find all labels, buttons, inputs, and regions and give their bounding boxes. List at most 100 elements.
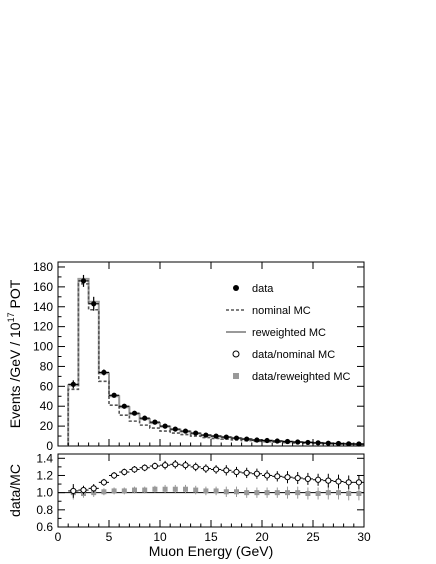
reweighted-ratio-point	[101, 489, 107, 495]
ratio-y-tick-label: 1.2	[36, 468, 53, 482]
nominal-ratio-point	[355, 479, 362, 486]
nominal-ratio-point	[151, 462, 158, 470]
main-y-tick-label: 100	[33, 340, 53, 354]
legend-label-reweighted-mc: reweighted MC	[252, 327, 326, 339]
data-point	[244, 436, 250, 442]
main-y-tick-label: 20	[40, 419, 54, 433]
main-y-tick-label: 80	[40, 359, 54, 373]
data-point	[101, 369, 107, 375]
nominal-ratio-point	[141, 464, 148, 471]
data-point	[223, 434, 229, 440]
ratio-y-tick-label: 1.4	[36, 451, 53, 465]
reweighted-ratio-point	[162, 486, 168, 492]
data-point	[284, 438, 291, 445]
main-y-tick-label: 40	[40, 399, 54, 413]
legend-entry-data-reweighted-mc: data/reweighted MC	[233, 371, 350, 383]
reweighted-ratio-point	[213, 488, 219, 494]
legend-entry-nominal-mc: nominal MC	[226, 305, 311, 317]
legend-label-data-nominal-mc: data/nominal MC	[252, 349, 335, 361]
reweighted-ratio-point	[234, 489, 239, 495]
legend-label-data: data	[252, 283, 274, 295]
x-tick-label: 15	[204, 530, 218, 544]
reweighted-ratio-point	[193, 487, 199, 493]
data-point	[152, 419, 158, 425]
ratio-data-points	[68, 460, 364, 501]
nominal-ratio-point	[111, 472, 118, 479]
reweighted-ratio-point	[295, 490, 301, 496]
nominal-ratio-point	[192, 463, 199, 470]
reweighted-ratio-point	[285, 490, 290, 496]
data-point	[346, 441, 352, 447]
reweighted-ratio-point	[111, 488, 117, 494]
legend: data nominal MC reweighted MC data/nomin…	[226, 283, 350, 383]
ratio-y-axis-label: data/MC	[7, 464, 23, 517]
data-point	[356, 441, 362, 447]
reweighted-ratio-point	[203, 488, 209, 494]
reweighted-ratio-point	[346, 491, 352, 497]
data-point	[162, 423, 168, 429]
reweighted-ratio-point	[264, 490, 270, 496]
legend-marker-data-reweighted-mc	[233, 373, 239, 379]
data-point	[305, 439, 311, 446]
ratio-y-ticks: 0.6 0.8 1.0 1.2 1.4	[36, 451, 364, 534]
main-y-label-text: Events /GeV / 10	[7, 322, 23, 428]
data-point	[121, 403, 127, 409]
nominal-ratio-point	[335, 478, 342, 485]
data-point	[315, 440, 321, 446]
nominal-ratio-point	[80, 486, 87, 494]
nominal-ratio-point	[90, 485, 97, 492]
nominal-ratio-point	[325, 477, 332, 484]
nominal-ratio-point	[243, 469, 250, 476]
legend-entry-data-nominal-mc: data/nominal MC	[232, 349, 335, 361]
nominal-ratio-point	[121, 468, 128, 476]
main-y-tick-label: 160	[33, 280, 53, 294]
reweighted-ratio-point	[244, 490, 250, 496]
ratio-panel: 0.6 0.8 1.0 1.2 1.4 data/MC	[7, 451, 365, 534]
nominal-ratio-point	[304, 475, 311, 483]
data-point	[193, 430, 199, 436]
main-y-ticks: 0 20 40 60 80 100 120 140 160 180	[33, 260, 364, 453]
legend-entry-reweighted-mc: reweighted MC	[226, 327, 326, 339]
legend-entry-data: data	[233, 283, 274, 295]
reweighted-ratio-point	[142, 487, 148, 493]
nominal-ratio-point	[162, 462, 169, 469]
nominal-ratio-point	[284, 474, 291, 481]
main-y-tick-label: 60	[40, 379, 54, 393]
nominal-ratio-point	[345, 479, 352, 486]
reweighted-ratio-point	[121, 488, 127, 494]
data-point	[274, 438, 280, 444]
nominal-ratio-point	[131, 466, 138, 473]
legend-marker-data	[233, 285, 239, 291]
nominal-ratio-point	[172, 461, 179, 468]
x-tick-label: 30	[357, 530, 371, 544]
nominal-ratio-point	[315, 476, 322, 483]
main-y-axis-label: Events /GeV / 1017 POT	[6, 279, 23, 428]
ratio-y-tick-label: 0.8	[36, 503, 53, 517]
nominal-ratio-point	[264, 472, 271, 479]
data-point	[91, 301, 97, 307]
data-point	[233, 435, 240, 441]
nominal-ratio-point	[253, 470, 260, 477]
data-point	[172, 426, 178, 432]
nominal-mc-histogram	[67, 283, 364, 446]
data-point	[264, 437, 270, 444]
main-panel: 0 20 40 60 80 100 120 140 160 180 Events /GeV / 1…	[6, 260, 365, 453]
reweighted-ratio-point	[132, 487, 137, 493]
reweighted-ratio-point	[305, 491, 311, 497]
reweighted-ratio-point	[223, 489, 229, 495]
nominal-ratio-point	[70, 487, 77, 495]
reweighted-ratio-point	[274, 490, 280, 496]
data-point	[203, 432, 209, 438]
main-y-label-exponent: 17	[6, 312, 16, 322]
main-y-tick-label: 120	[33, 320, 53, 334]
data-point	[335, 440, 342, 447]
nominal-ratio-point	[233, 468, 240, 476]
reweighted-ratio-point	[172, 486, 178, 492]
x-tick-label: 20	[255, 530, 269, 544]
main-y-label-suffix: POT	[7, 279, 23, 312]
data-point	[254, 437, 260, 443]
ratio-y-tick-label: 1.0	[36, 486, 53, 500]
data-point	[80, 278, 87, 284]
reweighted-ratio-point	[325, 490, 331, 496]
data-point	[182, 428, 189, 434]
